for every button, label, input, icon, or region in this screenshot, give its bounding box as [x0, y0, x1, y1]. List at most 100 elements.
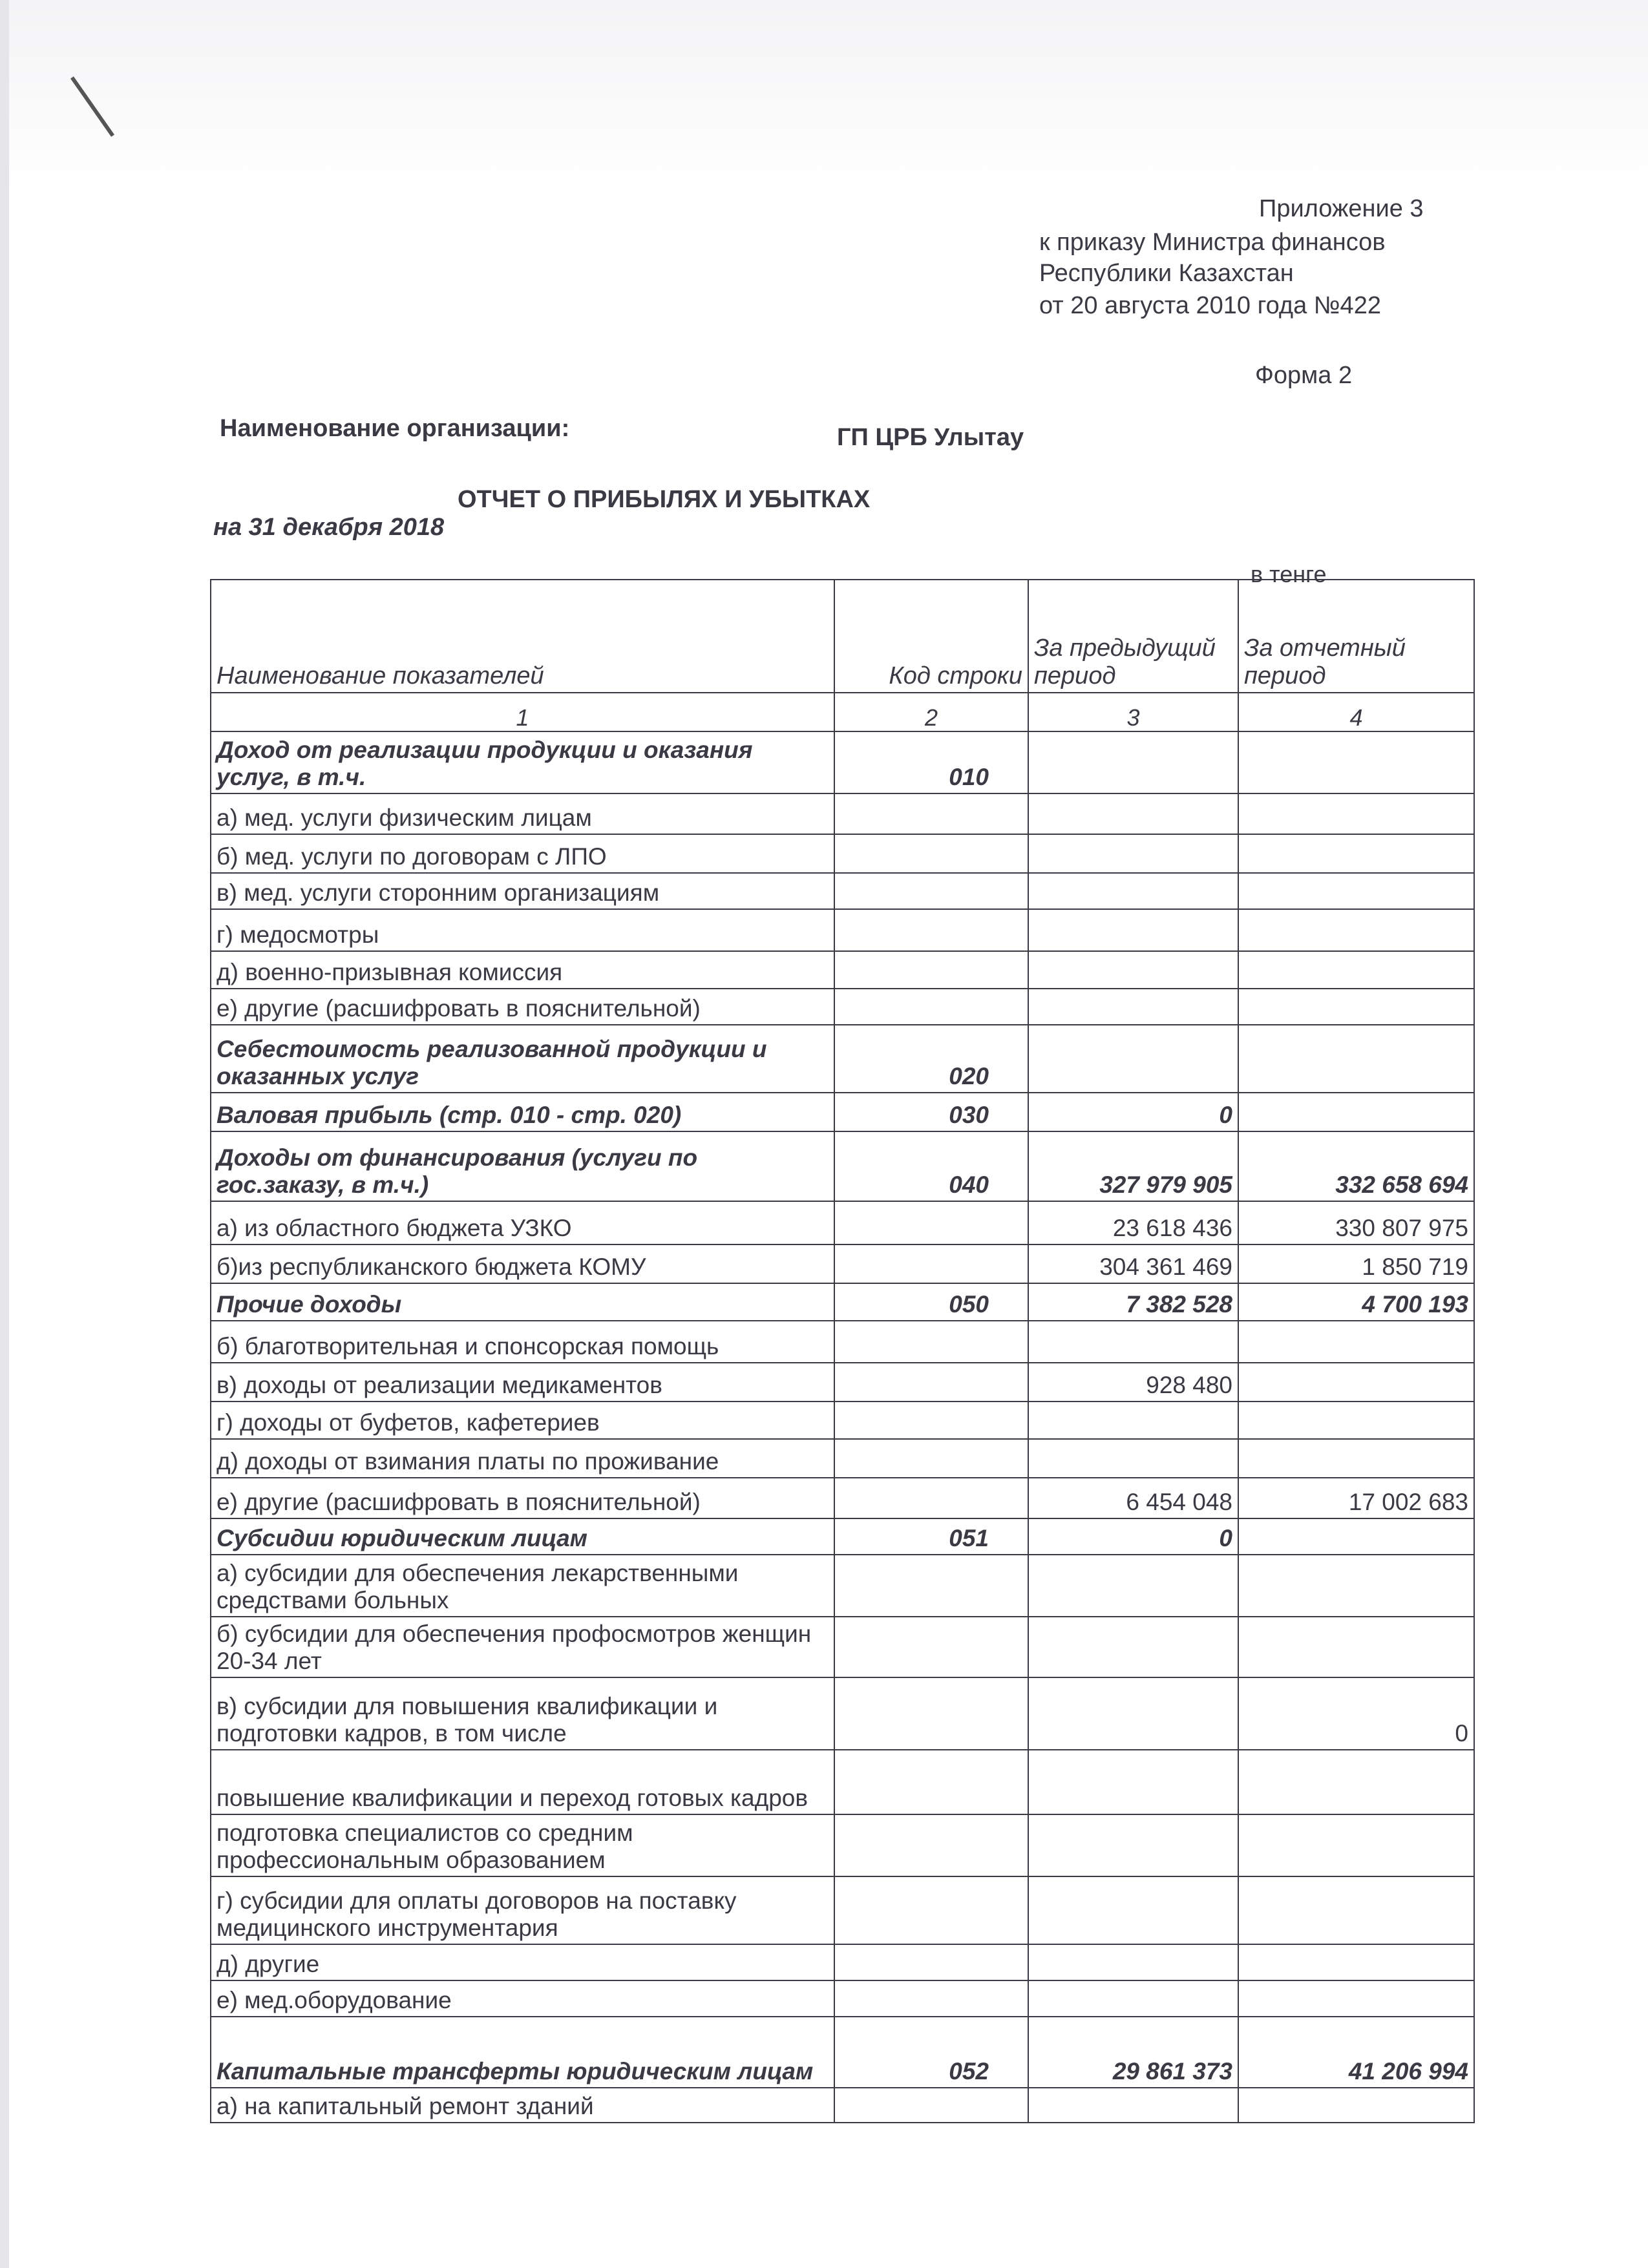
previous-period-value: [1028, 988, 1239, 1025]
table-row: д) военно-призывная комиссия: [210, 950, 1475, 989]
row-name: г) субсидии для оплаты договоров на пост…: [210, 1876, 835, 1945]
row-code: [834, 1554, 1029, 1617]
row-code: [834, 1876, 1029, 1945]
previous-period-value: [1028, 731, 1239, 794]
row-name: а) мед. услуги физическим лицам: [210, 793, 835, 835]
row-name: д) военно-призывная комиссия: [210, 950, 835, 989]
row-code: [834, 2087, 1029, 2123]
table-row: г) доходы от буфетов, кафетериев: [210, 1401, 1475, 1440]
previous-period-value: [1028, 1024, 1239, 1093]
column-number-row: 1 2 3 4: [210, 692, 1475, 732]
column-number: 2: [834, 692, 1029, 732]
previous-period-value: [1028, 793, 1239, 835]
table-row: а) субсидии для обеспечения лекарственны…: [210, 1554, 1475, 1617]
row-name: повышение квалификации и переход готовых…: [210, 1749, 835, 1815]
row-code: 030: [834, 1092, 1029, 1132]
table-row: г) субсидии для оплаты договоров на пост…: [210, 1876, 1475, 1945]
row-code: [834, 1477, 1029, 1519]
table-row: е) другие (расшифровать в пояснительной): [210, 988, 1475, 1025]
previous-period-value: [1028, 1944, 1239, 1981]
current-period-value: [1238, 834, 1475, 874]
row-code: 010: [834, 731, 1029, 794]
column-header-code: Код строки: [834, 579, 1029, 693]
previous-period-value: [1028, 1980, 1239, 2017]
previous-period-value: [1028, 1438, 1239, 1478]
profit-loss-table: Наименование показателей Код строки За п…: [210, 579, 1475, 2123]
row-name: Капитальные трансферты юридическим лицам: [210, 2016, 835, 2088]
row-code: [834, 950, 1029, 989]
current-period-value: [1238, 908, 1475, 952]
previous-period-value: 23 618 436: [1028, 1201, 1239, 1245]
row-name: б)из республиканского бюджета КОМУ: [210, 1244, 835, 1284]
row-name: а) на капитальный ремонт зданий: [210, 2087, 835, 2123]
row-name: е) другие (расшифровать в пояснительной): [210, 988, 835, 1025]
column-header-current: За отчетный период: [1238, 579, 1475, 693]
previous-period-value: [1028, 1677, 1239, 1750]
current-period-value: [1238, 1876, 1475, 1945]
current-period-value: [1238, 1616, 1475, 1678]
row-code: [834, 1749, 1029, 1815]
row-code: 040: [834, 1131, 1029, 1202]
table-row: б) мед. услуги по договорам с ЛПО: [210, 834, 1475, 874]
current-period-value: [1238, 2087, 1475, 2123]
row-name: Субсидии юридическим лицам: [210, 1518, 835, 1555]
previous-period-value: [1028, 872, 1239, 910]
current-period-value: 1 850 719: [1238, 1244, 1475, 1284]
column-header-previous: За предыдущий период: [1028, 579, 1239, 693]
previous-period-value: [1028, 2087, 1239, 2123]
report-date: на 31 декабря 2018: [213, 514, 445, 541]
current-period-value: [1238, 1814, 1475, 1877]
row-name: б) мед. услуги по договорам с ЛПО: [210, 834, 835, 874]
previous-period-value: [1028, 1876, 1239, 1945]
table-row: в) доходы от реализации медикаментов 928 …: [210, 1362, 1475, 1402]
previous-period-value: [1028, 834, 1239, 874]
row-code: [834, 988, 1029, 1025]
table-row: Прочие доходы 050 7 382 528 4 700 193: [210, 1283, 1475, 1321]
row-name: е) мед.оборудование: [210, 1980, 835, 2017]
row-code: [834, 1244, 1029, 1284]
previous-period-value: 0: [1028, 1092, 1239, 1132]
table-row: подготовка специалистов со средним профе…: [210, 1814, 1475, 1877]
row-code: [834, 1677, 1029, 1750]
row-name: Доходы от финансирования (услуги по гос.…: [210, 1131, 835, 1202]
current-period-value: [1238, 1944, 1475, 1981]
previous-period-value: 304 361 469: [1028, 1244, 1239, 1284]
table-row: е) другие (расшифровать в пояснительной)…: [210, 1477, 1475, 1519]
table-row: Капитальные трансферты юридическим лицам…: [210, 2016, 1475, 2088]
previous-period-value: [1028, 1554, 1239, 1617]
row-name: в) субсидии для повышения квалификации и…: [210, 1677, 835, 1750]
row-code: [834, 1401, 1029, 1440]
org-label: Наименование организации:: [220, 415, 570, 442]
row-name: е) другие (расшифровать в пояснительной): [210, 1477, 835, 1519]
appendix-label: Приложение 3: [1259, 195, 1424, 222]
table-row: а) из областного бюджета УЗКО 23 618 436 3…: [210, 1201, 1475, 1245]
row-name: Валовая прибыль (стр. 010 - стр. 020): [210, 1092, 835, 1132]
previous-period-value: [1028, 1749, 1239, 1815]
previous-period-value: [1028, 1616, 1239, 1678]
row-name: Прочие доходы: [210, 1283, 835, 1321]
current-period-value: [1238, 988, 1475, 1025]
previous-period-value: [1028, 908, 1239, 952]
previous-period-value: 327 979 905: [1028, 1131, 1239, 1202]
row-code: [834, 1980, 1029, 2017]
row-code: [834, 793, 1029, 835]
form-label: Форма 2: [1255, 362, 1353, 389]
row-name: в) мед. услуги сторонним организациям: [210, 872, 835, 910]
row-code: 020: [834, 1024, 1029, 1093]
table-row: Доходы от финансирования (услуги по гос.…: [210, 1131, 1475, 1202]
current-period-value: [1238, 1401, 1475, 1440]
table-row: Доход от реализации продукции и оказания…: [210, 731, 1475, 794]
column-header-name: Наименование показателей: [210, 579, 835, 693]
row-code: [834, 1944, 1029, 1981]
row-code: [834, 908, 1029, 952]
column-number: 3: [1028, 692, 1239, 732]
previous-period-value: 7 382 528: [1028, 1283, 1239, 1321]
row-code: [834, 872, 1029, 910]
previous-period-value: 6 454 048: [1028, 1477, 1239, 1519]
row-code: [834, 1814, 1029, 1877]
current-period-value: [1238, 1749, 1475, 1815]
current-period-value: [1238, 1980, 1475, 2017]
previous-period-value: [1028, 1814, 1239, 1877]
scan-edge: [0, 0, 1648, 194]
report-title: ОТЧЕТ О ПРИБЫЛЯХ И УБЫТКАХ: [458, 486, 871, 513]
